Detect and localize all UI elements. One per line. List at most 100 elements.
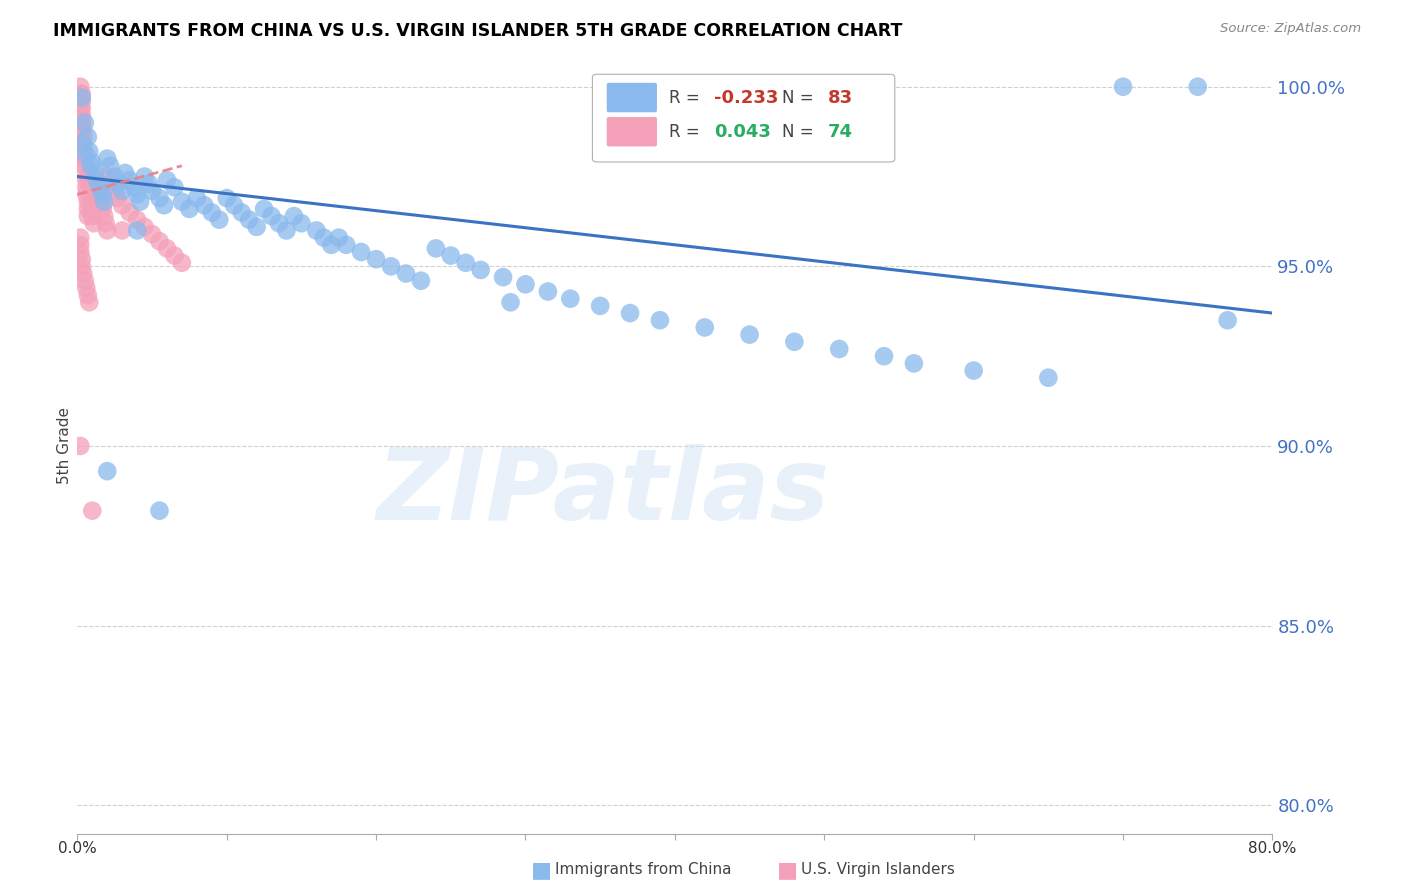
Point (79, 166, 101, 180)
Point (86, 173, 108, 187)
Point (70, 137, 93, 152)
Text: Immigrants from China: Immigrants from China (555, 863, 733, 877)
Point (75, 180, 97, 194)
Point (170, 256, 193, 270)
Point (75, 281, 97, 295)
Point (76, 288, 98, 302)
Point (1187, 79, 1209, 94)
Point (82, 155, 104, 169)
Point (107, 177, 129, 191)
Point (122, 180, 145, 194)
Point (72, 267, 94, 281)
Point (73, 166, 96, 180)
Point (276, 223, 298, 237)
Point (828, 342, 851, 356)
Point (104, 184, 127, 198)
Point (96, 152, 118, 166)
Point (283, 209, 305, 223)
Point (84, 166, 107, 180)
Point (156, 173, 179, 187)
Point (903, 356, 925, 370)
Text: Source: ZipAtlas.com: Source: ZipAtlas.com (1220, 22, 1361, 36)
Text: 74: 74 (828, 123, 853, 141)
Point (328, 230, 350, 244)
Point (141, 227, 163, 241)
Point (82, 202, 104, 216)
Point (80, 187, 103, 202)
Point (70, 94, 93, 108)
Point (89, 180, 111, 194)
Point (118, 205, 141, 219)
Point (96, 169, 118, 184)
Text: -0.233: -0.233 (714, 88, 779, 106)
Point (267, 216, 290, 230)
Point (79, 173, 101, 187)
Point (1112, 79, 1135, 94)
Point (395, 267, 418, 281)
Point (134, 169, 156, 184)
Point (380, 260, 402, 274)
Point (693, 320, 716, 334)
Point (94, 216, 117, 230)
Point (231, 205, 253, 219)
Point (80, 180, 103, 194)
Text: R =: R = (669, 88, 704, 106)
Point (215, 191, 238, 205)
Point (69, 116, 91, 130)
Point (72, 130, 94, 145)
FancyBboxPatch shape (592, 74, 894, 162)
Point (290, 216, 312, 230)
Point (1216, 313, 1239, 327)
Point (73, 116, 96, 130)
Point (425, 241, 447, 255)
Point (499, 295, 522, 310)
Point (1038, 370, 1060, 384)
Point (783, 334, 806, 349)
Point (93, 194, 115, 209)
Point (75, 148, 97, 162)
Point (82, 209, 104, 223)
Point (963, 363, 986, 377)
Point (873, 349, 896, 363)
Point (70, 108, 93, 122)
Point (73, 159, 96, 173)
Y-axis label: 5th Grade: 5th Grade (56, 408, 72, 484)
Point (127, 187, 149, 202)
Point (98, 177, 121, 191)
Point (75, 173, 97, 187)
Point (153, 198, 176, 212)
Point (589, 299, 612, 313)
Point (72, 123, 94, 137)
Point (127, 212, 149, 227)
Point (69, 87, 91, 101)
Point (312, 230, 335, 244)
Point (170, 194, 193, 209)
Point (107, 191, 129, 205)
Point (89, 187, 111, 202)
Point (127, 223, 149, 237)
FancyBboxPatch shape (607, 117, 657, 146)
Point (560, 292, 582, 306)
Text: 83: 83 (828, 88, 853, 106)
Point (80, 159, 103, 173)
Point (73, 274, 96, 288)
Point (409, 274, 432, 288)
Point (91, 202, 114, 216)
Point (72, 145, 94, 159)
Point (69, 237, 91, 252)
Point (129, 194, 152, 209)
Point (96, 223, 118, 237)
Text: U.S. Virgin Islanders: U.S. Virgin Islanders (801, 863, 955, 877)
Point (201, 205, 224, 219)
Point (111, 198, 134, 212)
Point (90, 194, 112, 209)
Text: 80.0%: 80.0% (1249, 841, 1296, 856)
Point (138, 177, 160, 191)
Point (69, 101, 91, 115)
Point (141, 184, 163, 198)
Point (79, 295, 101, 310)
Point (69, 230, 91, 244)
Point (148, 191, 170, 205)
Point (91, 187, 114, 202)
Point (87, 191, 110, 205)
